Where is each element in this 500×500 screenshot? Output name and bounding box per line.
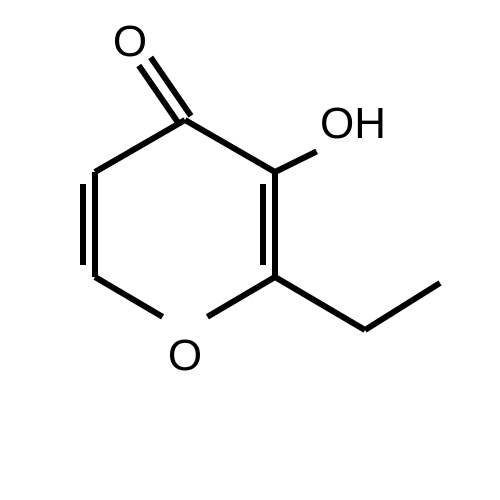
atom-label-o_ring: O [168,331,202,380]
atom-label-o_ketone: O [113,17,147,66]
molecule-diagram: O OH O [0,0,500,500]
atom-label-oh: OH [320,99,386,148]
